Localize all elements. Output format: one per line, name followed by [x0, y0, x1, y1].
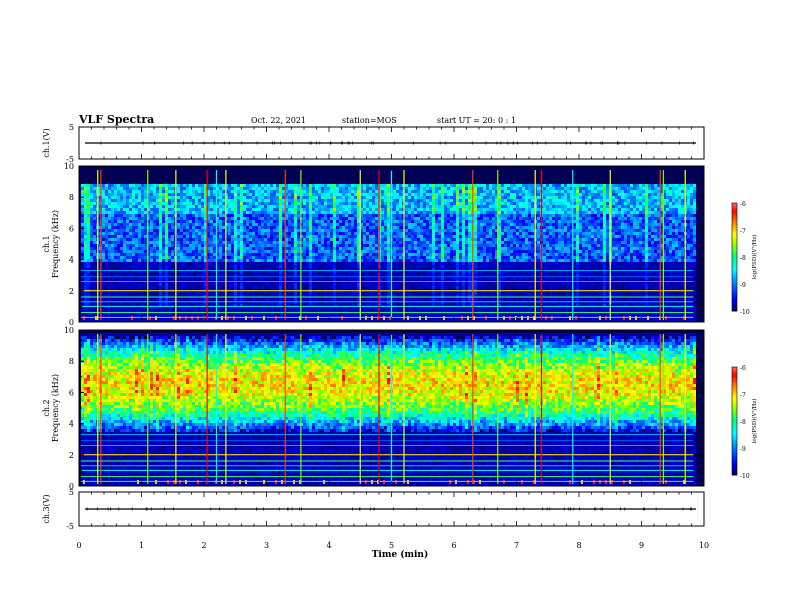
y-tick-label: 8 [69, 357, 74, 366]
x-tick-label: 4 [326, 541, 331, 550]
colorbar-label: log(PSD)(V²/Hz) [751, 399, 758, 444]
x-tick-label: 2 [201, 541, 206, 550]
start-time-label: start UT = 20: 0 : 1 [437, 116, 516, 125]
x-tick-label: 7 [514, 541, 519, 550]
x-axis: 0 1 2 3 4 5 6 7 8 9 10 [76, 541, 709, 550]
colorbar-tick-label: -8 [740, 419, 746, 426]
colorbar-tick-label: -6 [740, 365, 746, 372]
panels: 5-5ch.1(V)-6-7-8-9-10log(PSD)(V²/Hz)0246… [42, 123, 758, 531]
colorbar-tick-label: -9 [740, 282, 746, 289]
ch2-spectrogram-cells [81, 333, 696, 486]
x-tick-label: 10 [699, 541, 709, 550]
colorbar-tick-label: -7 [740, 392, 746, 399]
colorbar-label: log(PSD)(V²/Hz) [751, 235, 758, 280]
y-tick-label: 10 [64, 162, 74, 171]
x-tick-label: 5 [389, 541, 394, 550]
ch3-waveform-panel: 5 -5 ch.3(V) [42, 488, 704, 531]
y-axis-label: Frequency (kHz) [51, 210, 60, 278]
y-tick-label: 4 [69, 420, 74, 429]
y-axis-label: ch.3(V) [42, 494, 51, 523]
colorbar-tick-label: -7 [740, 228, 746, 235]
y-tick-label: 5 [69, 123, 74, 132]
colorbar-tick-label: -9 [740, 446, 746, 453]
y-tick-label: -5 [66, 522, 74, 531]
y-axis-label: Frequency (kHz) [51, 374, 60, 442]
x-tick-label: 0 [76, 541, 81, 550]
y-axis-label: ch.1(V) [42, 128, 51, 157]
colorbar-tick-label: -10 [740, 473, 750, 480]
figure-title: VLF Spectra [78, 113, 154, 126]
y-tick-label: 4 [69, 256, 74, 265]
ch2-spectrogram-colorbar: -6 -7 -8 -9 -10 log(PSD)(V²/Hz) [732, 365, 758, 480]
station-label: station=MOS [342, 116, 397, 125]
x-tick-label: 8 [576, 541, 581, 550]
y-axis-label: ch.2 [42, 399, 51, 416]
y-tick-label: 5 [69, 488, 74, 497]
y-tick-label: 6 [69, 224, 74, 233]
y-tick-label: 2 [69, 451, 74, 460]
colorbar-tick-label: -10 [740, 309, 750, 316]
x-tick-label: 9 [639, 541, 644, 550]
date-label: Oct. 22, 2021 [251, 116, 306, 125]
y-tick-label: 8 [69, 193, 74, 202]
y-axis-label: ch.1 [42, 235, 51, 252]
y-tick-label: 2 [69, 287, 74, 296]
x-tick-label: 1 [139, 541, 144, 550]
x-axis-label: Time (min) [372, 549, 429, 560]
colorbar-tick-label: -6 [740, 201, 746, 208]
ch1-spectrogram-colorbar: -6 -7 -8 -9 -10 log(PSD)(V²/Hz) [732, 201, 758, 316]
y-tick-label: 10 [64, 326, 74, 335]
ch1-waveform-panel: 5-5ch.1(V) [42, 123, 704, 164]
x-tick-label: 6 [451, 541, 456, 550]
x-tick-label: 3 [264, 541, 269, 550]
colorbar-tick-label: -8 [740, 255, 746, 262]
y-tick-label: 6 [69, 388, 74, 397]
